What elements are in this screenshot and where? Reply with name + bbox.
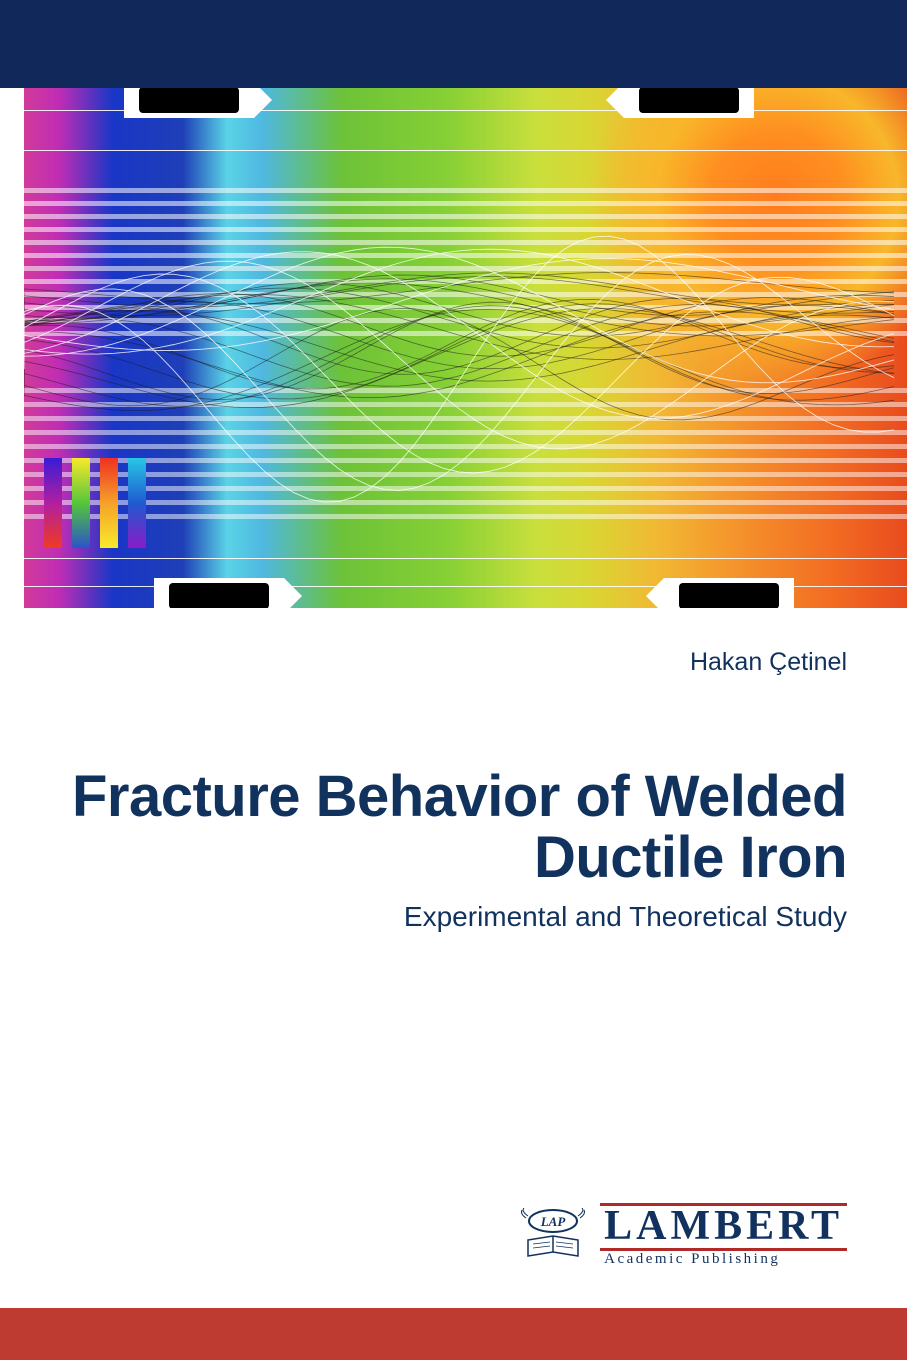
frame-line xyxy=(24,558,907,559)
color-bar xyxy=(100,458,118,548)
hex-cutout xyxy=(664,578,794,608)
publisher-logo-icon: LAP xyxy=(518,1208,588,1264)
title-line-2: Ductile Iron xyxy=(534,825,847,890)
publisher-initials: LAP xyxy=(540,1214,567,1229)
cover-artwork-zone xyxy=(0,88,907,608)
title-line-1: Fracture Behavior of Welded xyxy=(72,764,847,829)
color-bar xyxy=(44,458,62,548)
color-bar xyxy=(72,458,90,548)
author-name: Hakan Çetinel xyxy=(60,648,847,677)
book-subtitle: Experimental and Theoretical Study xyxy=(60,901,847,933)
publisher-block: LAP LAMBERT Academic Publishing xyxy=(518,1203,847,1268)
color-bar xyxy=(128,458,146,548)
top-bar xyxy=(0,0,907,88)
publisher-subline: Academic Publishing xyxy=(600,1251,847,1268)
book-title: Fracture Behavior of Welded Ductile Iron xyxy=(60,767,847,889)
hex-cutout xyxy=(154,578,284,608)
bottom-bar xyxy=(0,1308,907,1360)
hex-cutout xyxy=(624,88,754,118)
book-cover: Hakan Çetinel Fracture Behavior of Welde… xyxy=(0,0,907,1360)
color-bars xyxy=(44,458,146,548)
hex-cutout xyxy=(124,88,254,118)
cover-artwork xyxy=(24,88,907,608)
publisher-text: LAMBERT Academic Publishing xyxy=(600,1203,847,1268)
wave-mesh xyxy=(24,88,907,608)
publisher-name: LAMBERT xyxy=(600,1203,847,1251)
text-zone: Hakan Çetinel Fracture Behavior of Welde… xyxy=(0,608,907,1308)
